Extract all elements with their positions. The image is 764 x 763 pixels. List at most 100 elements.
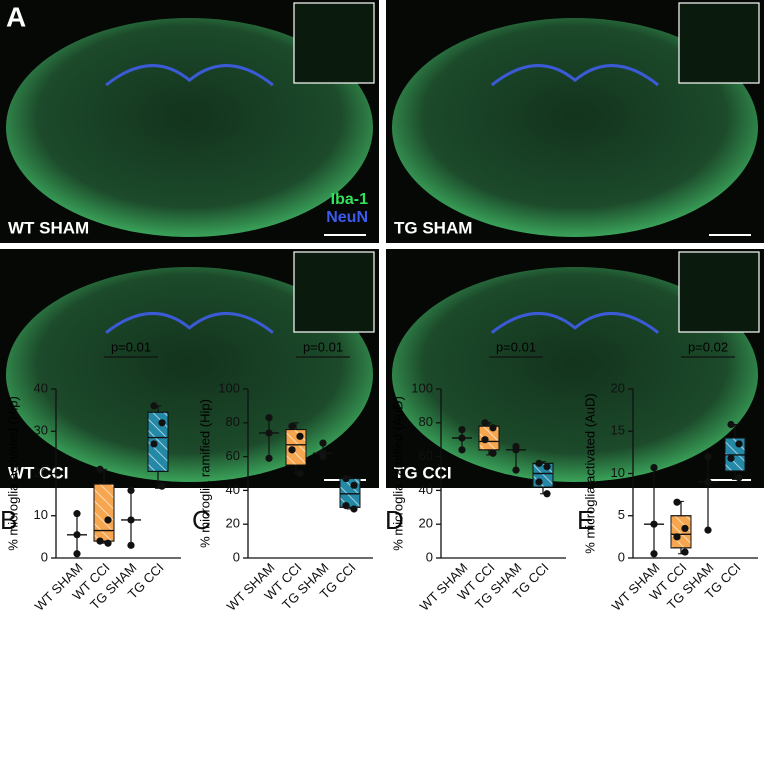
y-tick-label: 20 bbox=[611, 380, 625, 395]
data-point bbox=[535, 478, 543, 486]
panel-letter: D bbox=[385, 505, 404, 535]
panel-letter: A bbox=[6, 1, 26, 32]
data-point bbox=[704, 526, 712, 534]
data-point bbox=[96, 537, 104, 545]
p-value: p=0.01 bbox=[303, 339, 343, 354]
y-tick-label: 10 bbox=[34, 507, 48, 522]
y-axis-label: % microglia ramified (Hip) bbox=[197, 399, 212, 548]
data-point bbox=[265, 429, 273, 437]
box-hatch bbox=[671, 515, 691, 548]
data-point bbox=[265, 414, 273, 422]
panel-letter: B bbox=[0, 505, 17, 535]
data-point bbox=[288, 422, 296, 430]
data-point bbox=[265, 454, 273, 462]
y-tick-label: 0 bbox=[233, 549, 240, 564]
hippocampus bbox=[490, 64, 660, 87]
inset bbox=[678, 2, 760, 84]
inset bbox=[293, 2, 375, 84]
data-point bbox=[458, 434, 466, 442]
data-point bbox=[319, 439, 327, 447]
image-label: WT CCI bbox=[8, 463, 68, 482]
data-point bbox=[512, 466, 520, 474]
data-point bbox=[489, 449, 497, 457]
box-outline bbox=[478, 425, 500, 451]
data-point bbox=[296, 432, 304, 440]
data-point bbox=[727, 454, 735, 462]
data-point bbox=[704, 478, 712, 486]
y-tick-label: 20 bbox=[226, 516, 240, 531]
y-tick-label: 80 bbox=[226, 414, 240, 429]
box-hatch bbox=[479, 426, 499, 450]
legend-label: NeuN bbox=[326, 209, 368, 226]
y-tick-label: 20 bbox=[419, 516, 433, 531]
data-point bbox=[704, 453, 712, 461]
data-point bbox=[127, 541, 135, 549]
p-value: p=0.01 bbox=[496, 339, 536, 354]
data-point bbox=[512, 446, 520, 454]
data-point bbox=[342, 502, 350, 510]
y-tick-label: 5 bbox=[618, 507, 625, 522]
inset bbox=[293, 251, 375, 333]
data-point bbox=[342, 474, 350, 483]
y-tick-label: 100 bbox=[411, 380, 433, 395]
brain-section bbox=[6, 267, 373, 482]
data-point bbox=[350, 481, 358, 489]
data-point bbox=[350, 505, 358, 513]
data-point bbox=[104, 516, 112, 524]
box-outline bbox=[147, 411, 169, 472]
brain-section bbox=[392, 18, 758, 237]
y-tick-label: 80 bbox=[419, 414, 433, 429]
legend-label: Iba-1 bbox=[331, 191, 368, 208]
image-label: TG SHAM bbox=[394, 218, 472, 237]
inset bbox=[678, 251, 760, 333]
data-point bbox=[650, 550, 658, 558]
panel-letter: C bbox=[192, 505, 211, 535]
y-tick-label: 40 bbox=[226, 482, 240, 497]
data-point bbox=[73, 510, 81, 518]
data-point bbox=[288, 446, 296, 454]
data-point bbox=[681, 524, 689, 533]
p-value: p=0.01 bbox=[111, 339, 151, 354]
y-tick-label: 20 bbox=[34, 465, 48, 480]
data-point bbox=[735, 440, 743, 448]
data-point bbox=[150, 440, 158, 448]
y-tick-label: 30 bbox=[34, 423, 48, 438]
y-tick-label: 100 bbox=[218, 380, 240, 395]
data-point bbox=[673, 498, 681, 506]
y-tick-label: 60 bbox=[419, 448, 433, 463]
data-point bbox=[96, 465, 104, 473]
y-tick-label: 60 bbox=[226, 448, 240, 463]
box-hatch bbox=[94, 484, 114, 542]
box-outline bbox=[339, 478, 361, 508]
data-point bbox=[158, 482, 166, 490]
y-tick-label: 0 bbox=[426, 549, 433, 564]
y-axis-label: % microglia activated (AuD) bbox=[582, 393, 597, 553]
y-tick-label: 0 bbox=[618, 549, 625, 564]
data-point bbox=[458, 425, 466, 434]
hippocampus bbox=[105, 64, 274, 87]
data-point bbox=[489, 424, 497, 432]
y-tick-label: 0 bbox=[41, 549, 48, 564]
data-point bbox=[296, 469, 304, 478]
image-label: WT SHAM bbox=[8, 218, 89, 237]
data-point bbox=[735, 474, 743, 482]
hippocampus bbox=[490, 312, 660, 334]
data-point bbox=[543, 490, 551, 498]
box-outline bbox=[285, 429, 307, 466]
data-point bbox=[458, 446, 466, 454]
p-value: p=0.02 bbox=[688, 339, 728, 354]
data-point bbox=[481, 419, 489, 427]
data-point bbox=[673, 533, 681, 541]
y-tick-label: 40 bbox=[419, 482, 433, 497]
y-axis-label: % microglia ramified (AuD) bbox=[390, 396, 405, 551]
box-outline bbox=[532, 462, 554, 488]
data-point bbox=[158, 419, 166, 427]
hippocampus bbox=[105, 312, 274, 334]
data-point bbox=[127, 516, 135, 524]
y-tick-label: 15 bbox=[611, 423, 625, 438]
box-hatch bbox=[340, 478, 360, 508]
data-point bbox=[535, 459, 543, 467]
box-hatch bbox=[148, 412, 168, 472]
image-label: TG CCI bbox=[394, 463, 452, 482]
